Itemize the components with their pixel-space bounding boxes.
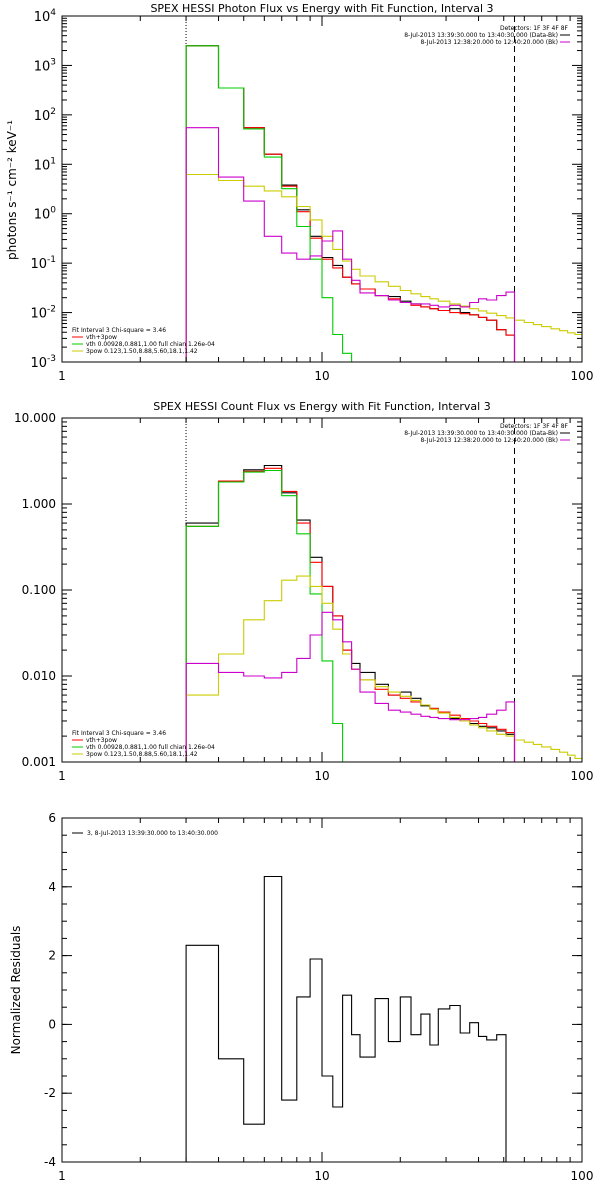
x-tick-label: 1 <box>58 769 66 783</box>
series-line-vth <box>185 469 344 762</box>
legend-entry-label: 3pow 0.123,1.50,8.88,5.60,18.1,1.42 <box>86 348 198 355</box>
series-line-3-8-jul-2013-13-39-30-000-to-13-40-30-000 <box>185 875 515 1162</box>
y-axis-label: photons s⁻¹ cm⁻² keV⁻¹ <box>5 120 19 260</box>
y-tick-label: 0.100 <box>22 583 56 597</box>
legend-entry-label: 3pow 0.123,1.50,8.88,5.60,18.1,1.42 <box>86 751 198 758</box>
legend-entry-label: vth+3pow <box>86 334 117 341</box>
series-line-bk <box>185 127 516 362</box>
series-line-bk <box>185 611 516 762</box>
plot-area: 1 10 100 0.001 0.010 0.100 1.000 10.000 <box>14 411 593 783</box>
legend-header: Detectors: 1F 3F 4F 8F <box>500 423 569 430</box>
legend-header: Fit Interval 3 Chi-square = 3.46 <box>72 327 166 334</box>
legend-bottom-left: Fit Interval 3 Chi-square = 3.46 vth+3po… <box>72 730 215 758</box>
chart-title: SPEX HESSI Count Flux vs Energy with Fit… <box>153 400 490 413</box>
legend-entry-label: 8-Jul-2013 13:39:30.000 to 13:40:30.000 … <box>404 32 558 39</box>
legend-entry-label: 8-Jul-2013 12:38:20.000 to 12:40:20.000 … <box>420 39 558 46</box>
residuals-panel: Normalized Residuals 1 10 100 -4 -2 0 2 4 6 3, 8… <box>9 811 593 1183</box>
y-tick-label: 2 <box>48 949 56 963</box>
x-tick-label: 10 <box>314 769 329 783</box>
series-line-data-bk <box>185 464 516 762</box>
y-axis-label: Normalized Residuals <box>9 926 23 1055</box>
y-tick-label: 10-1 <box>30 255 56 272</box>
legend-entry-label: vth+3pow <box>86 737 117 744</box>
y-tick-label: 0.010 <box>22 669 56 683</box>
plot-area: 1 10 100 -4 -2 0 2 4 6 <box>44 811 593 1183</box>
y-tick-label: 10-3 <box>30 354 56 371</box>
y-tick-label: 103 <box>34 57 56 74</box>
legend-entry-label: vth 0.00928,0.881,1.00 full chian 1.26e-… <box>86 341 215 348</box>
y-tick-label: 10-2 <box>30 305 56 322</box>
y-tick-label: -4 <box>44 1155 56 1169</box>
legend-top-right: Detectors: 1F 3F 4F 8F 8-Jul-2013 13:39:… <box>404 423 570 444</box>
y-tick-label: 10.000 <box>14 411 56 425</box>
y-tick-label: 0.001 <box>22 755 56 769</box>
y-tick-label: 102 <box>34 107 56 124</box>
x-tick-label: 1 <box>58 1169 66 1183</box>
photon-flux-panel: SPEX HESSI Photon Flux vs Energy with Fi… <box>5 2 594 383</box>
y-tick-label: 6 <box>48 811 56 825</box>
y-tick-label: 104 <box>34 8 57 25</box>
legend-entry-label: vth 0.00928,0.881,1.00 full chian 1.26e-… <box>86 744 215 751</box>
y-tick-label: 4 <box>48 880 56 894</box>
y-tick-label: -2 <box>44 1086 56 1100</box>
x-tick-label: 100 <box>571 369 594 383</box>
legend-entry-label: 8-Jul-2013 12:38:20.000 to 12:40:20.000 … <box>420 437 558 444</box>
legend-entry-label: 3, 8-Jul-2013 13:39:30.000 to 13:40:30.0… <box>87 830 218 837</box>
y-tick-label: 100 <box>34 206 57 223</box>
series-line-3pow <box>185 173 582 362</box>
legend-top-left: 3, 8-Jul-2013 13:39:30.000 to 13:40:30.0… <box>72 830 218 837</box>
legend-top-right: Detectors: 1F 3F 4F 8F 8-Jul-2013 13:39:… <box>404 25 570 46</box>
plot-frame <box>61 15 583 363</box>
series-line-vth-3pow <box>185 467 516 762</box>
series-line-data-bk <box>185 45 516 362</box>
plot-area: 1 10 100 10-3 10-2 10-1 100 101 102 103 104 <box>30 8 594 383</box>
y-tick-label: 101 <box>34 156 56 173</box>
legend-entry-label: 8-Jul-2013 13:39:30.000 to 13:40:30.000 … <box>404 430 558 437</box>
x-tick-label: 10 <box>314 369 329 383</box>
y-tick-label: 0 <box>48 1017 56 1031</box>
x-tick-label: 100 <box>571 769 594 783</box>
series-line-vth <box>185 45 353 362</box>
legend-header: Detectors: 1F 3F 4F 8F <box>500 25 569 32</box>
y-tick-label: 1.000 <box>22 497 56 511</box>
series-line-3pow <box>185 575 582 762</box>
legend-header: Fit Interval 3 Chi-square = 3.46 <box>72 730 166 737</box>
series-line-vth-3pow <box>185 45 516 362</box>
count-flux-panel: SPEX HESSI Count Flux vs Energy with Fit… <box>14 400 593 783</box>
x-tick-label: 1 <box>58 369 66 383</box>
x-tick-label: 10 <box>314 1169 329 1183</box>
chart-title: SPEX HESSI Photon Flux vs Energy with Fi… <box>150 2 493 15</box>
legend-bottom-left: Fit Interval 3 Chi-square = 3.46 vth+3po… <box>72 327 215 355</box>
x-tick-label: 100 <box>571 1169 594 1183</box>
